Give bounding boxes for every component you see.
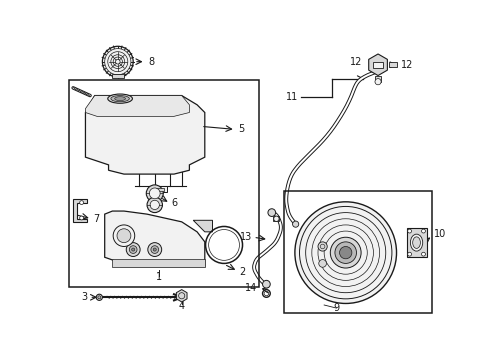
Text: 9: 9 xyxy=(333,303,339,313)
Circle shape xyxy=(294,202,396,303)
Circle shape xyxy=(126,243,140,256)
Circle shape xyxy=(318,260,326,267)
Text: 3: 3 xyxy=(81,292,87,302)
Circle shape xyxy=(80,216,83,220)
Circle shape xyxy=(146,185,163,202)
Ellipse shape xyxy=(409,234,422,251)
Circle shape xyxy=(149,188,160,199)
Text: 6: 6 xyxy=(171,198,178,208)
Text: 11: 11 xyxy=(285,92,297,102)
Circle shape xyxy=(421,229,425,233)
Text: 14: 14 xyxy=(244,283,257,293)
Circle shape xyxy=(147,197,162,213)
Circle shape xyxy=(151,246,158,253)
Circle shape xyxy=(407,252,411,256)
Circle shape xyxy=(102,46,133,77)
Circle shape xyxy=(113,225,135,247)
Polygon shape xyxy=(85,95,189,116)
Bar xyxy=(388,62,396,67)
Circle shape xyxy=(267,209,275,216)
Bar xyxy=(111,74,123,78)
Text: 5: 5 xyxy=(238,125,244,134)
Circle shape xyxy=(262,280,270,288)
Bar xyxy=(68,80,259,287)
Bar xyxy=(373,62,382,68)
Bar xyxy=(284,191,431,313)
Bar xyxy=(156,188,163,191)
Polygon shape xyxy=(112,259,204,266)
Polygon shape xyxy=(85,95,204,174)
Ellipse shape xyxy=(111,95,129,102)
Text: 12: 12 xyxy=(349,58,362,67)
Circle shape xyxy=(147,243,162,256)
Bar xyxy=(153,186,167,192)
Circle shape xyxy=(374,78,380,85)
Text: 7: 7 xyxy=(93,214,99,224)
Text: 13: 13 xyxy=(239,232,251,242)
Circle shape xyxy=(407,229,411,233)
Polygon shape xyxy=(176,289,186,302)
Circle shape xyxy=(292,221,298,227)
Text: 4: 4 xyxy=(178,301,184,311)
Circle shape xyxy=(329,237,360,268)
Circle shape xyxy=(104,49,131,75)
Polygon shape xyxy=(104,211,204,266)
Text: 1: 1 xyxy=(156,272,162,282)
Ellipse shape xyxy=(412,237,420,248)
Circle shape xyxy=(339,247,351,259)
Circle shape xyxy=(421,252,425,256)
Text: 2: 2 xyxy=(239,267,245,277)
Polygon shape xyxy=(368,54,386,76)
Circle shape xyxy=(80,201,83,204)
Circle shape xyxy=(317,242,326,251)
Bar xyxy=(406,228,426,257)
Circle shape xyxy=(98,296,101,299)
Ellipse shape xyxy=(107,94,132,103)
Circle shape xyxy=(150,200,159,210)
Text: 10: 10 xyxy=(433,229,446,239)
Circle shape xyxy=(117,229,131,243)
Text: 12: 12 xyxy=(400,60,413,70)
Circle shape xyxy=(131,248,135,251)
Circle shape xyxy=(96,294,102,300)
Circle shape xyxy=(334,242,356,264)
Ellipse shape xyxy=(115,97,125,100)
Polygon shape xyxy=(73,199,87,222)
Circle shape xyxy=(273,216,279,221)
Bar xyxy=(273,216,279,221)
Text: 8: 8 xyxy=(148,57,154,67)
Circle shape xyxy=(129,246,137,253)
Bar xyxy=(374,76,380,82)
Circle shape xyxy=(153,248,156,251)
Polygon shape xyxy=(193,220,212,232)
